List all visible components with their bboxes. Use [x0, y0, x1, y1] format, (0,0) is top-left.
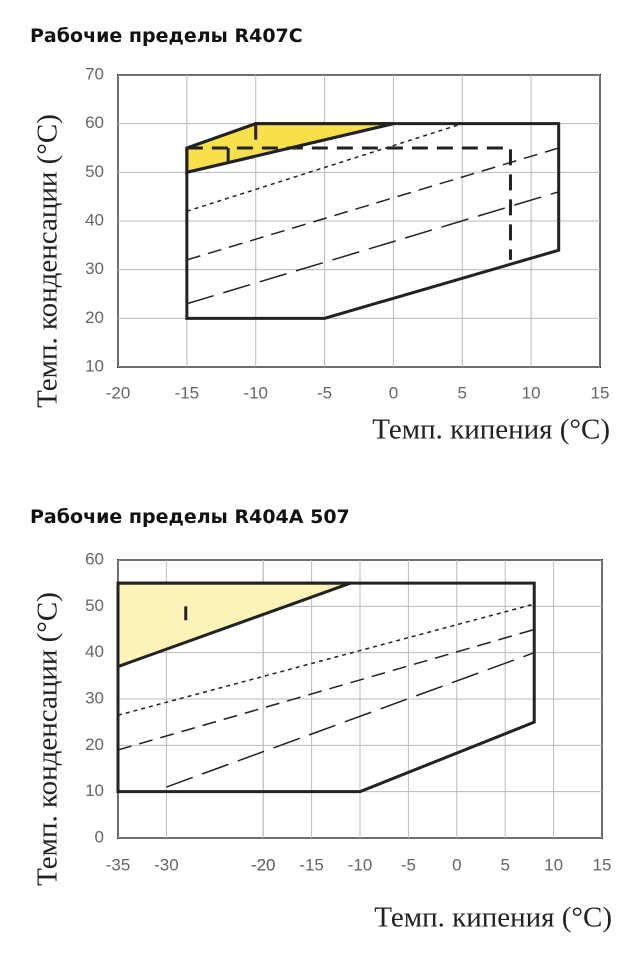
- chart-title: Рабочие пределы R407C: [30, 25, 303, 47]
- y-tick-label: 20: [85, 735, 104, 754]
- x-tick-label: -20: [251, 855, 276, 874]
- chart: Рабочие пределы R404A 5070102030405060-3…: [30, 506, 612, 934]
- x-tick-label: -20: [251, 855, 276, 874]
- x-axis-label: Темп. кипения (°C): [372, 414, 610, 446]
- x-tick-label: -10: [243, 383, 268, 402]
- x-tick-label: 15: [593, 855, 612, 874]
- x-tick-label: -15: [175, 383, 200, 402]
- x-tick-label: 5: [458, 383, 467, 402]
- x-tick-label: 0: [452, 855, 461, 874]
- envelope-line: [117, 628, 535, 751]
- x-tick-label: -20: [106, 383, 131, 402]
- chart-title: Рабочие пределы R404A 507: [30, 506, 350, 528]
- x-tick-label: -35: [106, 855, 131, 874]
- x-tick-label: -15: [299, 855, 324, 874]
- envelope-line: [186, 191, 559, 305]
- envelope-line: [186, 146, 512, 260]
- x-tick-label: 5: [500, 855, 509, 874]
- x-tick-label: -30: [154, 855, 179, 874]
- x-tick-label: -5: [317, 383, 332, 402]
- envelope-line: [186, 122, 463, 212]
- y-tick-label: 40: [85, 642, 104, 661]
- x-tick-label: 0: [389, 383, 398, 402]
- y-tick-label: 20: [85, 308, 104, 327]
- x-tick-label: -5: [401, 855, 416, 874]
- x-tick-label: -10: [348, 855, 373, 874]
- y-tick-label: 0: [95, 827, 104, 846]
- x-tick-label: 10: [544, 855, 563, 874]
- y-tick-label: 50: [85, 162, 104, 181]
- y-tick-label: 60: [85, 113, 104, 132]
- y-tick-label: 10: [85, 781, 104, 800]
- x-tick-label: 15: [591, 383, 610, 402]
- x-tick-label: 10: [522, 383, 541, 402]
- envelope-line: [166, 651, 535, 788]
- y-axis-label: Темп. конденсации (°C): [32, 592, 64, 886]
- y-tick-label: 60: [85, 549, 104, 568]
- y-tick-label: 30: [85, 688, 104, 707]
- y-tick-label: 40: [85, 210, 104, 229]
- y-axis-label: Темп. конденсации (°C): [32, 114, 64, 408]
- y-tick-label: 30: [85, 259, 104, 278]
- y-tick-label: 50: [85, 596, 104, 615]
- y-tick-label: 10: [85, 356, 104, 375]
- y-tick-label: 70: [85, 64, 104, 83]
- x-axis-label: Темп. кипения (°C): [374, 902, 612, 934]
